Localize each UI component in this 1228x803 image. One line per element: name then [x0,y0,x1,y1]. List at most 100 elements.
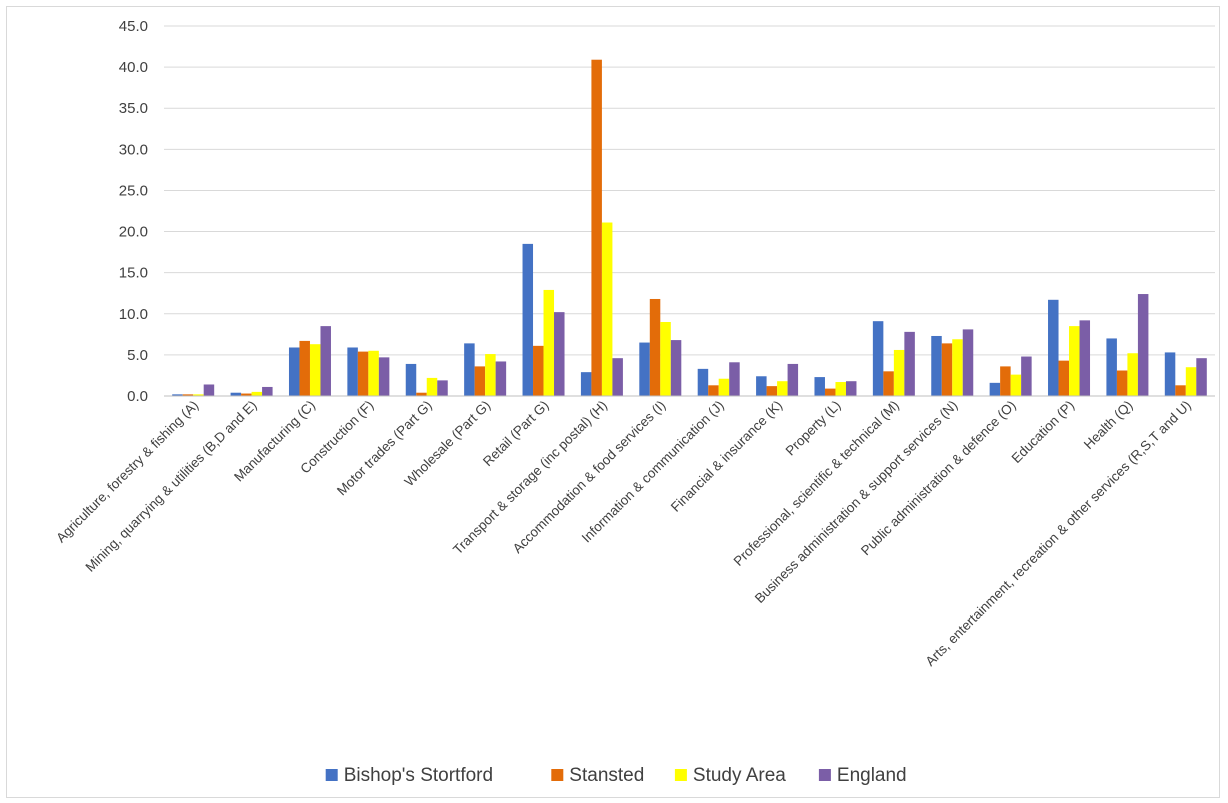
bar [241,393,252,396]
bar [729,362,740,396]
bar [824,388,836,396]
bar [1127,353,1138,396]
bar [1106,338,1117,396]
y-tick-label: 45.0 [119,18,148,35]
bar [756,376,767,396]
legend-swatch [818,769,831,781]
chart-frame [6,6,1220,798]
bar [639,342,650,396]
bar [612,358,623,396]
category-label: Health (Q) [1081,398,1136,453]
bar [893,349,905,396]
legend-swatch [325,769,338,781]
y-tick-label: 5.0 [127,347,148,364]
bar [989,382,1001,396]
bar [580,372,592,396]
bar [357,351,369,396]
bar [952,339,963,396]
bar [437,380,448,396]
category-labels: Agriculture, forestry & fishing (A)Minin… [53,398,1194,669]
bar [941,343,953,396]
gridlines [164,25,1215,356]
category-label: Motor trades (Part G) [334,398,435,499]
bar [416,392,427,396]
y-tick-label: 20.0 [119,224,148,241]
bar [670,340,682,396]
y-axis-ticks: 0.0 5.0 10.0 15.0 20.0 25.0 30.0 35.0 40.0 45.0 [119,18,148,405]
y-tick-label: 35.0 [119,100,148,117]
bars [172,59,1207,396]
bar [522,243,534,396]
bar [766,386,778,396]
y-tick-label: 10.0 [119,306,148,323]
bar [203,384,215,396]
bar [1079,320,1091,396]
bar [718,378,730,396]
legend-label: Bishop's Stortford [344,765,493,786]
y-tick-label: 0.0 [127,388,148,405]
bar [649,298,661,396]
bar [485,354,496,396]
bar [1137,294,1149,396]
bar [309,344,321,396]
legend-swatch [674,769,687,781]
bar [288,347,300,396]
y-tick-label: 30.0 [119,141,148,158]
bar [1069,326,1080,396]
bar [962,329,974,396]
bar [835,382,846,396]
category-label: Financial & insurance (K) [668,398,785,515]
bar [904,331,915,396]
legend-label: Stansted [569,765,644,786]
legend-label: England [837,765,907,786]
bar [554,312,565,396]
bar [1058,360,1070,396]
bar [378,357,390,396]
legend-label: Study Area [693,765,786,786]
y-tick-label: 15.0 [119,265,148,282]
bar [787,363,799,396]
bar [1196,358,1207,396]
bar [1116,370,1128,396]
bar [543,289,555,396]
bar [464,343,475,396]
bar [872,321,884,396]
bar [845,381,857,396]
bar [591,59,602,396]
bar [708,385,719,396]
y-tick-label: 25.0 [119,182,148,199]
bar [1164,352,1176,396]
bar [172,394,183,396]
category-label: Property (L) [783,398,844,459]
category-label: Arts, entertainment, recreation & other … [922,398,1193,669]
legend-swatch [551,769,564,781]
bar [299,340,310,396]
bar [601,222,613,396]
bar [368,350,379,396]
bar [931,335,942,396]
bar [193,394,204,396]
bar [1000,366,1011,396]
bar [426,377,438,396]
bar [405,363,417,396]
bar [1175,385,1186,396]
bar [1010,374,1022,396]
y-tick-label: 40.0 [119,59,148,76]
bar [251,391,263,396]
bar [262,386,273,396]
bar [347,347,358,396]
category-label: Education (P) [1009,398,1077,466]
bar [660,322,671,396]
bar [883,371,894,396]
bar [495,361,507,396]
bar [320,326,331,396]
bar [1048,299,1059,396]
bar [533,345,544,396]
legend: Bishop's Stortford Stansted Study Area Engl… [325,765,907,786]
bar [814,377,825,396]
bar [182,394,194,396]
bar [777,381,788,396]
bar [697,368,709,396]
bar [1185,367,1197,396]
